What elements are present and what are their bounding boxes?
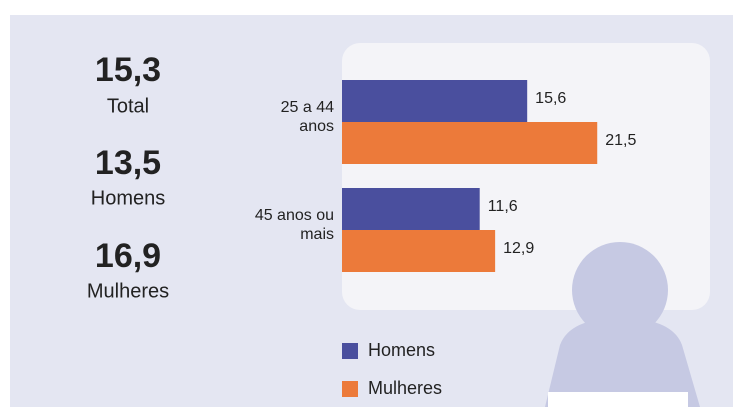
legend-swatch <box>342 343 358 359</box>
category-label-box: 45 anos ou mais <box>254 207 334 243</box>
category-label-box: 25 a 44 anos <box>280 99 334 135</box>
value-label: 21,5 <box>605 132 636 149</box>
stat-value: 13,5 <box>95 144 161 182</box>
legend-label: Homens <box>368 340 435 360</box>
stat-label: Mulheres <box>87 280 169 302</box>
category-label: 25 a 44 anos <box>280 99 334 135</box>
stat-value: 15,3 <box>95 51 161 89</box>
bar-chart: 25 a 44 anos 15,6 21,5 45 anos ou mais 11,6 1… <box>254 80 636 398</box>
category-label: 45 anos ou mais <box>254 207 334 243</box>
bar <box>342 188 480 230</box>
value-label: 11,6 <box>488 198 518 215</box>
stat-label: Homens <box>91 187 165 209</box>
legend-label: Mulheres <box>368 378 442 398</box>
stats: 15,3 Total 13,5 Homens 16,9 Mulheres <box>87 51 169 302</box>
stat-value: 16,9 <box>95 237 161 275</box>
book <box>548 392 688 407</box>
legend-swatch <box>342 381 358 397</box>
value-label: 15,6 <box>535 90 566 107</box>
person-silhouette <box>545 242 700 407</box>
bar <box>342 80 528 122</box>
bar <box>342 122 598 164</box>
stat-label: Total <box>107 95 149 117</box>
value-label: 12,9 <box>503 240 534 257</box>
bar <box>342 230 496 272</box>
